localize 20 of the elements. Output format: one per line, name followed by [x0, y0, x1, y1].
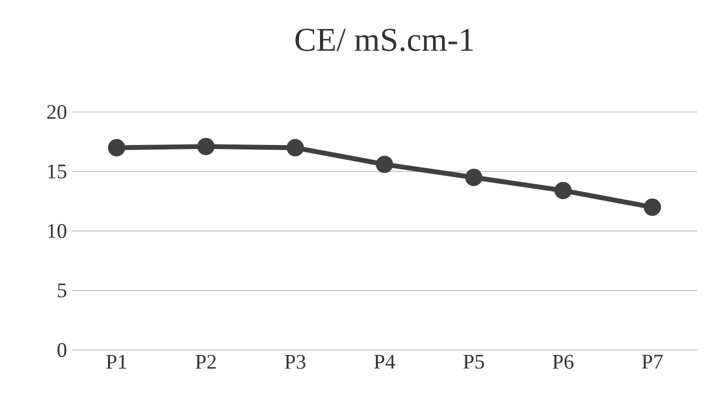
x-tick-label: P5: [463, 354, 484, 369]
point: [108, 139, 126, 156]
x-tick-label: P4: [374, 354, 396, 369]
chart-title: CE/ mS.cm-1: [295, 28, 473, 52]
y-tick-label: 5: [58, 284, 66, 298]
point: [376, 156, 394, 174]
y-tick-label: 15: [48, 164, 66, 178]
y-tick-label: 10: [48, 224, 66, 238]
x-tick-label: P2: [196, 354, 216, 369]
x-tick-label: P1: [106, 354, 126, 369]
point: [197, 138, 215, 156]
x-tick-label: P3: [284, 354, 306, 369]
y-tick-label: 0: [58, 342, 66, 357]
x-tick-label: P7: [642, 354, 663, 368]
point: [554, 182, 572, 200]
point: [465, 168, 482, 186]
point: [644, 198, 662, 216]
x-tick-label: P6: [552, 354, 574, 369]
point: [286, 139, 304, 156]
y-tick-label: 20: [47, 105, 66, 119]
